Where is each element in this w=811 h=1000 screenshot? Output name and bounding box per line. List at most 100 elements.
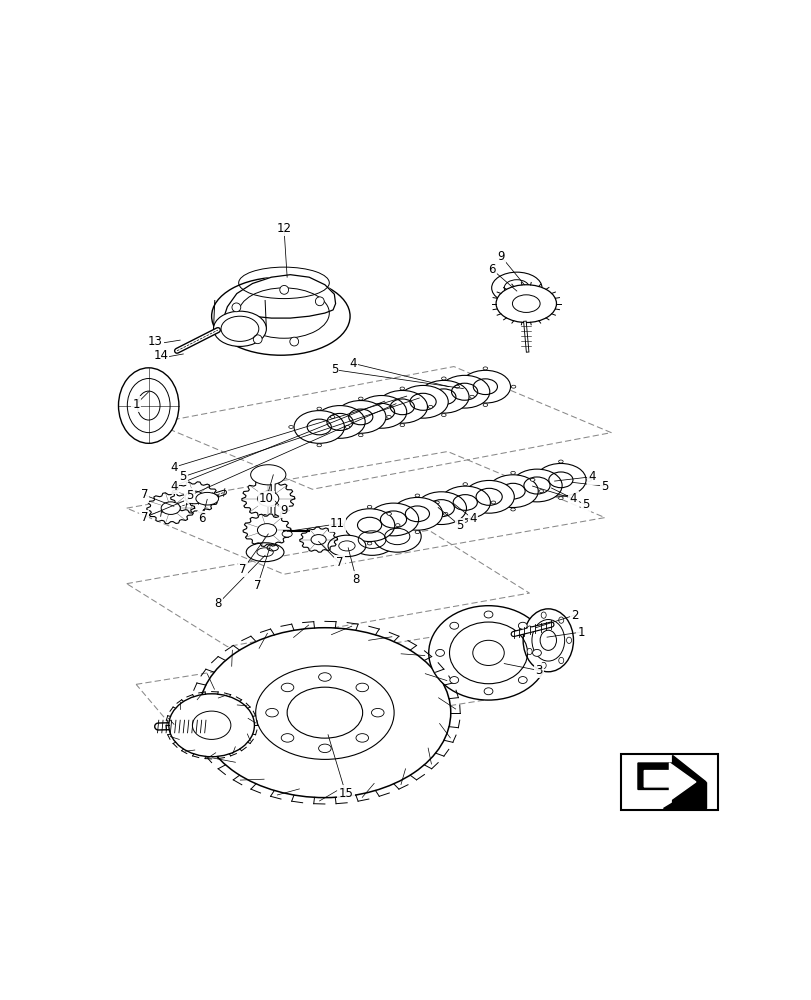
Ellipse shape xyxy=(462,483,467,486)
Text: 10: 10 xyxy=(259,492,273,505)
Ellipse shape xyxy=(449,677,458,683)
Ellipse shape xyxy=(257,524,277,537)
Ellipse shape xyxy=(511,385,515,388)
Ellipse shape xyxy=(185,491,204,504)
Text: 7: 7 xyxy=(239,563,247,576)
Ellipse shape xyxy=(212,277,350,355)
Ellipse shape xyxy=(483,404,487,406)
Text: 4: 4 xyxy=(349,357,357,370)
Ellipse shape xyxy=(335,401,385,433)
Ellipse shape xyxy=(373,521,421,552)
Text: 5: 5 xyxy=(600,480,608,493)
Ellipse shape xyxy=(339,524,343,527)
Ellipse shape xyxy=(491,272,542,304)
Ellipse shape xyxy=(558,497,563,500)
Ellipse shape xyxy=(462,519,467,522)
Ellipse shape xyxy=(511,469,561,502)
Text: 9: 9 xyxy=(280,504,287,517)
Ellipse shape xyxy=(355,683,368,692)
Circle shape xyxy=(232,303,241,312)
Ellipse shape xyxy=(558,657,563,664)
Ellipse shape xyxy=(539,490,543,493)
Polygon shape xyxy=(663,782,705,808)
Ellipse shape xyxy=(482,490,487,493)
Circle shape xyxy=(315,297,324,306)
Polygon shape xyxy=(637,755,705,808)
Ellipse shape xyxy=(530,478,534,481)
Ellipse shape xyxy=(213,311,266,346)
Ellipse shape xyxy=(540,612,546,618)
Ellipse shape xyxy=(470,395,474,398)
Ellipse shape xyxy=(413,395,418,398)
Text: 7: 7 xyxy=(254,579,261,592)
Ellipse shape xyxy=(367,542,371,545)
Text: 4: 4 xyxy=(469,512,476,525)
Ellipse shape xyxy=(491,501,495,504)
Ellipse shape xyxy=(483,367,487,370)
Ellipse shape xyxy=(416,492,466,525)
Ellipse shape xyxy=(487,475,538,508)
Ellipse shape xyxy=(483,611,492,618)
FancyBboxPatch shape xyxy=(620,754,718,810)
Ellipse shape xyxy=(367,505,371,508)
Ellipse shape xyxy=(558,617,563,623)
Ellipse shape xyxy=(427,405,432,408)
Ellipse shape xyxy=(460,370,510,403)
Ellipse shape xyxy=(368,503,418,536)
Ellipse shape xyxy=(449,622,458,629)
Ellipse shape xyxy=(246,543,284,562)
Ellipse shape xyxy=(376,390,427,423)
Ellipse shape xyxy=(311,535,326,545)
Ellipse shape xyxy=(371,405,376,408)
Polygon shape xyxy=(242,514,290,546)
Text: 8: 8 xyxy=(352,573,359,586)
Text: 5: 5 xyxy=(581,498,589,511)
Text: 9: 9 xyxy=(497,250,504,263)
Polygon shape xyxy=(242,480,294,518)
Text: 5: 5 xyxy=(456,519,463,532)
Text: 4: 4 xyxy=(588,470,595,483)
Text: 14: 14 xyxy=(153,349,169,362)
Ellipse shape xyxy=(318,673,331,681)
Ellipse shape xyxy=(532,649,541,656)
Ellipse shape xyxy=(395,524,400,527)
Text: 5: 5 xyxy=(179,470,187,483)
Ellipse shape xyxy=(400,387,404,390)
Ellipse shape xyxy=(387,512,391,515)
Ellipse shape xyxy=(558,460,563,463)
Ellipse shape xyxy=(586,478,590,481)
Circle shape xyxy=(253,335,262,344)
Polygon shape xyxy=(147,493,195,524)
Ellipse shape xyxy=(566,637,571,643)
Text: 4: 4 xyxy=(569,492,577,505)
Text: 4: 4 xyxy=(170,480,178,493)
Polygon shape xyxy=(643,763,695,801)
Ellipse shape xyxy=(517,622,526,629)
Polygon shape xyxy=(224,275,335,318)
Ellipse shape xyxy=(535,463,586,496)
Text: 7: 7 xyxy=(335,556,343,569)
Text: 2: 2 xyxy=(570,609,577,622)
Ellipse shape xyxy=(289,425,293,428)
Text: 6: 6 xyxy=(198,512,206,525)
Ellipse shape xyxy=(355,734,368,742)
Ellipse shape xyxy=(199,628,450,798)
Ellipse shape xyxy=(316,407,321,410)
Ellipse shape xyxy=(440,486,490,519)
Ellipse shape xyxy=(328,535,366,557)
Text: 13: 13 xyxy=(148,335,162,348)
Ellipse shape xyxy=(443,512,448,515)
Ellipse shape xyxy=(526,626,531,632)
Text: 7: 7 xyxy=(140,511,148,524)
Ellipse shape xyxy=(439,375,489,408)
Text: 11: 11 xyxy=(329,517,345,530)
Ellipse shape xyxy=(463,480,513,513)
Ellipse shape xyxy=(267,545,278,551)
Ellipse shape xyxy=(517,677,526,683)
Text: 1: 1 xyxy=(577,626,584,639)
Ellipse shape xyxy=(251,465,285,485)
Ellipse shape xyxy=(344,509,394,541)
Text: 4: 4 xyxy=(170,461,178,474)
Ellipse shape xyxy=(434,501,439,504)
Ellipse shape xyxy=(510,508,515,511)
